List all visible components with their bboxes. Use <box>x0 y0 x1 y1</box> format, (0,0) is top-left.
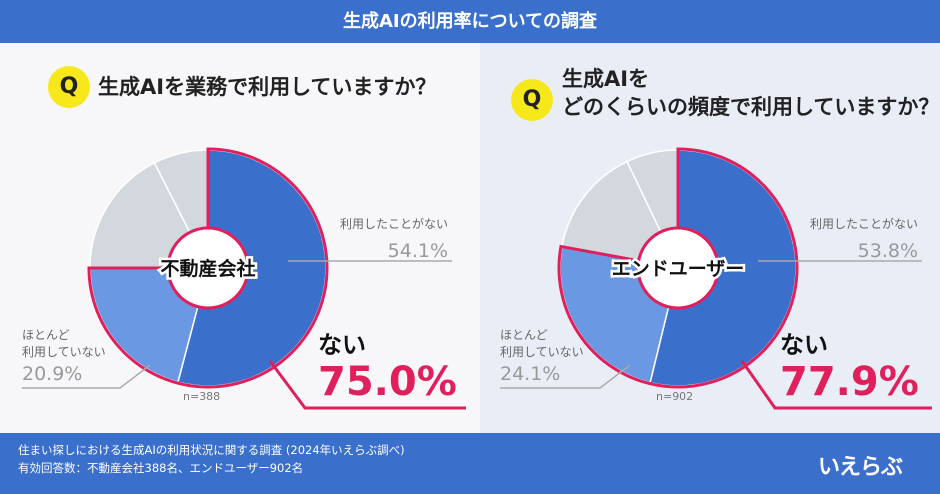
slice-label: 利用したことがない <box>810 216 918 231</box>
question-badge: Q <box>511 79 553 121</box>
summary-bracket <box>740 360 932 410</box>
summary-label: ない <box>318 331 366 359</box>
slice-value: 53.8% <box>858 240 918 262</box>
center-label: エンドユーザー <box>612 258 745 280</box>
slice-value: 24.1% <box>500 363 560 385</box>
slice-value: 54.1% <box>388 240 448 262</box>
slice-label: ほとんど <box>500 328 548 342</box>
summary-value: 75.0% <box>318 359 457 405</box>
footer-survey-note: 住まい探しにおける生成AIの利用状況に関する調査 (2024年いえらぶ調べ) <box>18 443 405 457</box>
summary-bracket <box>268 360 466 410</box>
leader-line <box>22 364 151 389</box>
footer: 住まい探しにおける生成AIの利用状況に関する調査 (2024年いえらぶ調べ) 有… <box>0 433 940 494</box>
center-circle <box>636 226 720 310</box>
question-text-line1: 生成AIを <box>562 67 650 91</box>
question-text-line2: どのくらいの頻度で利用していますか？ <box>562 95 940 119</box>
slice-value: 20.9% <box>22 363 82 385</box>
sample-size: n=902 <box>656 390 693 403</box>
page-title: 生成AIの利用率についての調査 <box>342 11 598 32</box>
footer-respondents: 有効回答数：不動産会社388名、エンドユーザー902名 <box>18 461 304 475</box>
center-label: 不動産会社 <box>160 257 255 280</box>
summary-value: 77.9% <box>780 359 919 405</box>
page-title-bar: 生成AIの利用率についての調査 <box>0 0 940 43</box>
slice-label: 利用していない <box>500 345 584 359</box>
sample-size: n=388 <box>183 390 220 403</box>
summary-label: ない <box>780 331 828 359</box>
center-circle <box>166 226 250 310</box>
slice-label: 利用したことがない <box>340 216 448 231</box>
brand-logo: いえらぶ <box>818 455 903 480</box>
slice-label: ほとんど <box>22 328 70 342</box>
question-badge: Q <box>48 66 90 108</box>
leader-line <box>500 364 631 389</box>
question-text: 生成AIを業務で利用していますか？ <box>98 75 437 99</box>
slice-label: 利用していない <box>22 345 106 359</box>
